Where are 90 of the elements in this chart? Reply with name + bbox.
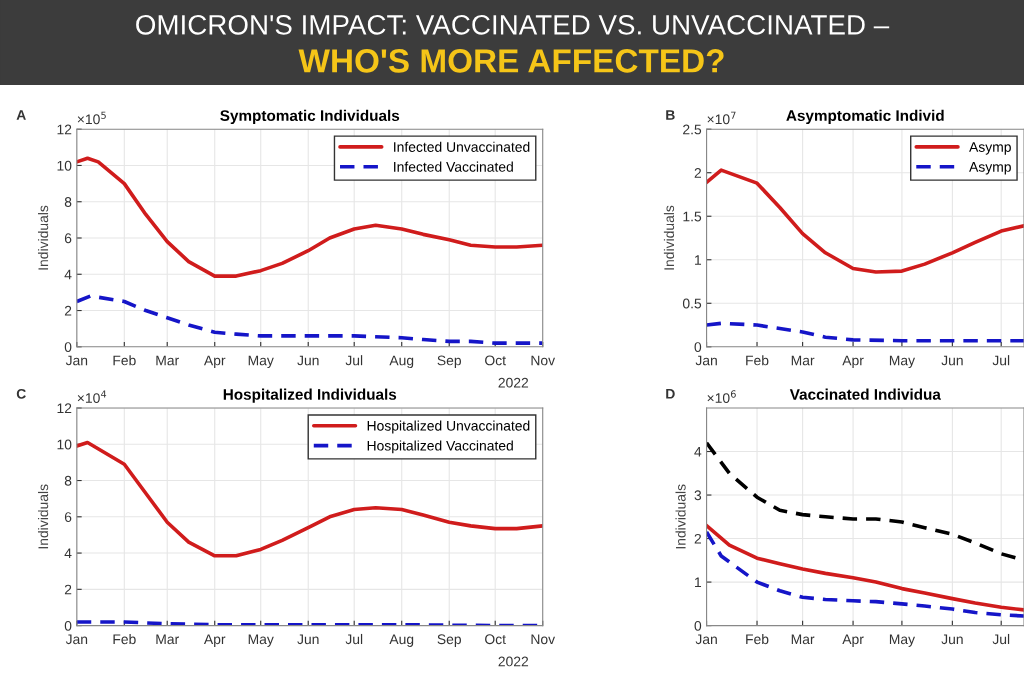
y-tick-label: 1.5 bbox=[683, 211, 702, 222]
y-tick-label: 3 bbox=[694, 490, 702, 501]
x-tick-label: Apr bbox=[203, 634, 226, 647]
y-tick-label: 0 bbox=[64, 620, 72, 631]
y-tick-label: 2 bbox=[694, 533, 701, 544]
y-tick-label: 12 bbox=[57, 403, 72, 414]
y-tick-label: 4 bbox=[64, 269, 72, 280]
text: A bbox=[16, 110, 26, 120]
legend-label: Infected Vaccinated bbox=[394, 161, 513, 172]
x-tick-label: Aug bbox=[389, 355, 414, 369]
x-tick-label: Jan bbox=[695, 634, 717, 645]
y-axis-title: Individuals bbox=[37, 484, 49, 549]
x-tick-label: Jan bbox=[65, 355, 88, 366]
y-tick-label: 1 bbox=[695, 577, 702, 588]
x-tick-label: Mar bbox=[156, 634, 179, 645]
x-tick-label: Apr bbox=[203, 355, 226, 369]
chart-title: Asymptomatic Individ bbox=[786, 109, 944, 125]
legend-label: Asymp bbox=[969, 162, 1011, 175]
x-tick-label: Jan bbox=[695, 355, 717, 366]
line-series bbox=[76, 156, 543, 278]
text: 2022 bbox=[498, 656, 529, 667]
line-series bbox=[76, 440, 543, 558]
x-tick-label: Jul bbox=[992, 633, 1010, 645]
x-tick-label: Jul bbox=[345, 355, 363, 366]
y-tick-label: 0 bbox=[64, 342, 72, 352]
y-tick-label: 2 bbox=[694, 168, 701, 178]
x-tick-label: Feb bbox=[113, 355, 136, 366]
x-tick-label: May bbox=[889, 355, 915, 369]
x-tick-label: May bbox=[248, 355, 274, 369]
x-tick-label: Nov bbox=[531, 634, 556, 645]
text: OMICRON'S IMPACT: VACCINATED VS. UNVACCINATED – bbox=[136, 14, 890, 35]
x-tick-label: Feb bbox=[746, 633, 769, 645]
chart-title: Symptomatic Individuals bbox=[220, 109, 400, 125]
text: D bbox=[666, 389, 675, 399]
y-tick-label: 6 bbox=[64, 512, 72, 522]
text: ×10$^{7}$ bbox=[707, 111, 736, 125]
text: C bbox=[16, 388, 26, 399]
text: ×10$^{5}$ bbox=[77, 111, 106, 125]
legend-label: Infected Unvaccinated bbox=[394, 141, 530, 152]
chart-title: Hospitalized Individuals bbox=[223, 388, 397, 403]
x-tick-label: Oct bbox=[485, 355, 506, 366]
chart-title: Vaccinated Individua bbox=[789, 388, 941, 400]
y-tick-label: 8 bbox=[64, 475, 72, 486]
x-tick-label: Feb bbox=[113, 633, 136, 645]
legend-label: Hospitalized Unvaccinated bbox=[367, 420, 530, 434]
y-tick-label: 2 bbox=[64, 584, 72, 595]
line-series bbox=[706, 321, 1024, 343]
legend-label: Hospitalized Vaccinated bbox=[367, 440, 513, 454]
y-tick-label: 0 bbox=[694, 342, 702, 352]
y-axis-title: Individuals bbox=[675, 484, 686, 549]
y-tick-label: 1 bbox=[695, 255, 702, 265]
x-tick-label: Jun bbox=[297, 355, 319, 366]
text: B bbox=[666, 110, 675, 120]
text: ×10$^{4}$ bbox=[77, 390, 107, 403]
x-tick-label: Sep bbox=[437, 355, 461, 369]
y-tick-label: 0.5 bbox=[682, 298, 702, 309]
x-tick-label: Apr bbox=[842, 634, 864, 647]
y-tick-label: 2.5 bbox=[683, 124, 702, 135]
x-tick-label: Mar bbox=[156, 355, 179, 366]
x-tick-label: Mar bbox=[791, 634, 815, 645]
y-tick-label: 12 bbox=[57, 124, 72, 135]
x-tick-label: Jun bbox=[941, 634, 963, 645]
legend-label: Asymp bbox=[969, 142, 1011, 155]
x-tick-label: Nov bbox=[531, 355, 556, 366]
y-tick-label: 8 bbox=[64, 197, 72, 207]
x-tick-label: Feb bbox=[746, 355, 769, 366]
x-tick-label: Jun bbox=[941, 355, 963, 366]
x-tick-label: Jul bbox=[992, 355, 1010, 366]
x-tick-label: Jun bbox=[297, 634, 319, 645]
y-tick-label: 4 bbox=[694, 447, 702, 457]
y-tick-label: 6 bbox=[64, 233, 72, 244]
x-tick-label: Jul bbox=[345, 633, 363, 645]
y-tick-label: 4 bbox=[64, 548, 72, 559]
x-tick-label: Jan bbox=[65, 634, 88, 645]
y-axis-title: Individuals bbox=[37, 205, 49, 270]
x-tick-label: May bbox=[248, 634, 274, 647]
x-tick-label: Aug bbox=[389, 634, 414, 647]
x-tick-label: Mar bbox=[791, 355, 815, 366]
y-tick-label: 10 bbox=[57, 160, 72, 171]
x-tick-label: Sep bbox=[437, 634, 461, 647]
y-tick-label: 2 bbox=[64, 305, 72, 316]
y-tick-label: 0 bbox=[694, 620, 702, 631]
text: 2022 bbox=[498, 377, 529, 388]
y-axis-title: Individuals bbox=[663, 205, 675, 270]
x-tick-label: Apr bbox=[842, 355, 864, 369]
text: WHO'S MORE AFFECTED? bbox=[298, 49, 724, 73]
y-tick-label: 10 bbox=[57, 439, 72, 450]
x-tick-label: Oct bbox=[485, 634, 506, 645]
text: ×10$^{6}$ bbox=[707, 390, 736, 403]
x-tick-label: May bbox=[889, 634, 915, 647]
